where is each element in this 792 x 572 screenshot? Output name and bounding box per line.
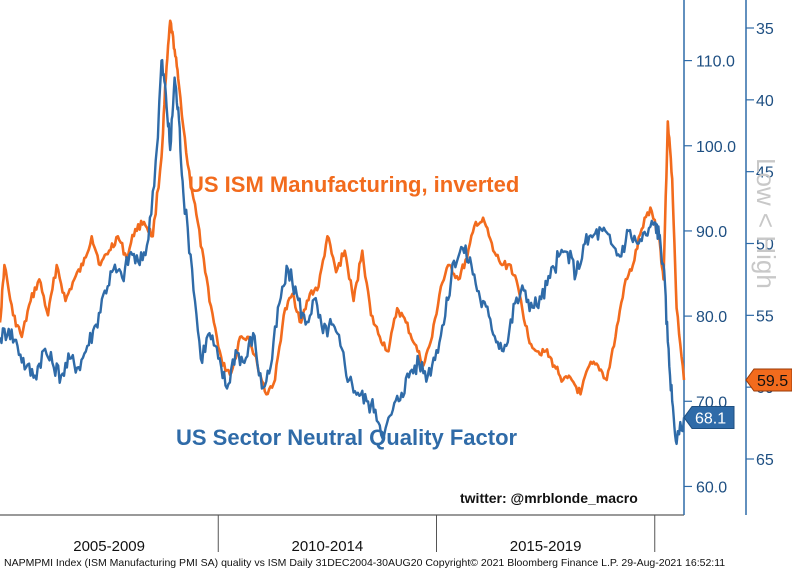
quality-series-title: US Sector Neutral Quality Factor: [176, 425, 518, 450]
right-tick-label: 45: [756, 165, 774, 182]
quality-last-value-badge: 68.1: [683, 405, 735, 429]
series-lines: [0, 19, 686, 446]
right-tick-label: 40: [756, 93, 774, 110]
ism-last-value-badge: 59.5: [745, 368, 792, 392]
ism-series-title: US ISM Manufacturing, inverted: [188, 172, 519, 197]
left-tick-label: 110.0: [696, 54, 735, 71]
source-footer: NAPMPMI Index (ISM Manufacturing PMI SA)…: [4, 557, 725, 569]
left-tick-label: 80.0: [696, 309, 727, 326]
right-tick-label: 55: [756, 308, 774, 325]
right-tick-label: 65: [756, 452, 774, 469]
x-tick-label: 2015-2019: [510, 538, 582, 555]
ism-last-value: 59.5: [757, 373, 788, 390]
right-tick-label: 35: [756, 21, 774, 38]
ism-series-line: [0, 19, 686, 396]
right-axis-label: Low < High: [751, 158, 781, 289]
x-tick-label: 2005-2009: [73, 538, 145, 555]
x-tick-label: 2010-2014: [292, 538, 364, 555]
quality-series-line: [0, 58, 686, 446]
left-tick-label: 60.0: [696, 479, 727, 496]
right-tick-label: 50: [756, 237, 774, 254]
left-tick-label: 100.0: [696, 139, 736, 156]
x-axis: 2005-2009 2010-2014 2015-2019: [0, 514, 684, 555]
twitter-handle: twitter: @mrblonde_macro: [460, 490, 638, 506]
quality-last-value: 68.1: [695, 410, 726, 427]
series-labels: US ISM Manufacturing, inverted US Sector…: [4, 158, 792, 569]
left-tick-label: 90.0: [696, 224, 727, 241]
